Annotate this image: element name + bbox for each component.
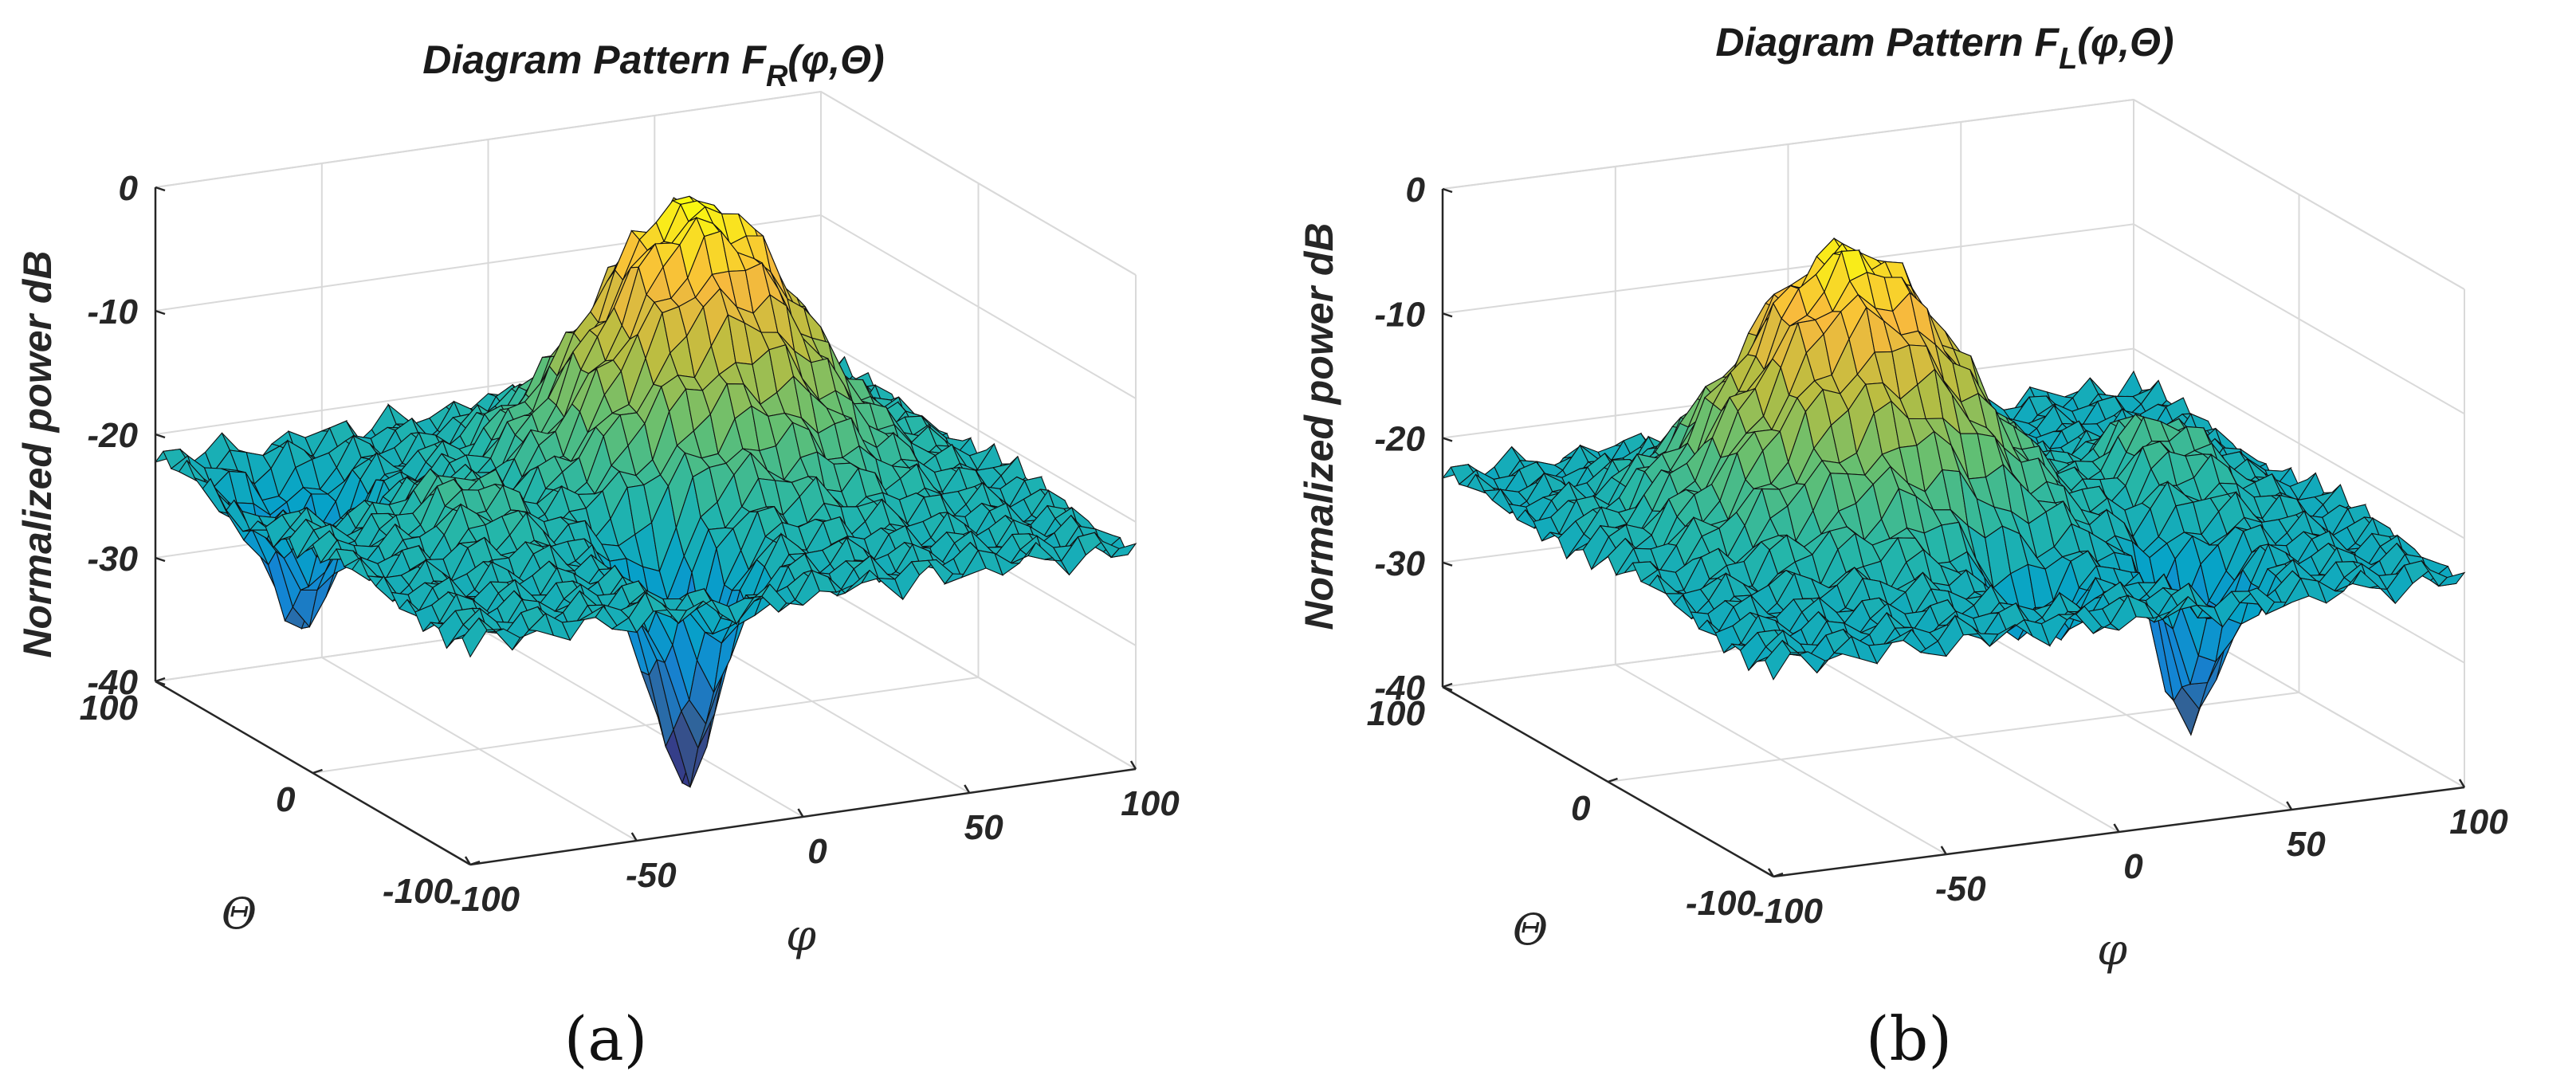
x-tick-mark [1767,868,1775,877]
z-tick-label: -40 [1374,669,1425,708]
z-axis-label: Normalized power dB [1297,222,1341,630]
x-tick-label: 50 [2287,825,2326,864]
x-axis-label: φ [2097,924,2127,975]
x-tick-label: -50 [1935,869,1986,908]
z-axis-label: Normalized power dB [15,250,60,657]
y-tick-mark [312,768,323,775]
z-tick-label: -40 [87,663,138,702]
x-tick-mark [464,856,472,865]
z-tick-label: -30 [87,540,138,579]
panel-label: (b) [1866,1003,1952,1074]
z-tick-label: -20 [1374,420,1425,459]
surface-plot [154,195,1137,788]
x-tick-label: 0 [2123,847,2143,886]
z-tick-mark [155,186,166,192]
x-tick-label: -50 [626,856,677,895]
x-tick-label: -100 [450,880,520,919]
x-tick-mark [2113,823,2120,833]
x-tick-label: 100 [1121,784,1180,823]
x-tick-label: 0 [807,832,827,871]
grid-line [1442,223,2465,415]
box-edge [155,90,1137,276]
z-tick-label: -10 [1374,295,1425,334]
panel-label: (a) [564,1003,648,1074]
surface-cell [2437,571,2466,587]
z-tick-label: -30 [1374,544,1425,583]
z-tick-label: -10 [87,292,138,332]
chart-panel-a: Diagram Pattern FR(φ,Θ) -100-50050100-10… [15,37,1180,1074]
tick-labels: -100 -50 0 50 100 -100 0 100 0 -10 -20 -30 -40 [80,169,1180,919]
x-tick-mark [1129,760,1137,770]
y-tick-mark [1442,682,1453,689]
y-axis-label: Θ [1513,904,1548,955]
chart-panel-b: Diagram Pattern FL(φ,Θ) -100-50050100-10… [1297,20,2508,1074]
z-tick-label: 0 [119,169,139,208]
z-tick-mark [155,680,166,686]
x-tick-mark [1940,846,1947,855]
z-tick-mark [1442,437,1453,442]
y-tick-mark [155,677,166,683]
z-tick-mark [1442,187,1453,194]
x-tick-mark [2286,801,2293,810]
y-tick-mark [1608,777,1618,783]
x-tick-label: 50 [964,808,1003,847]
x-tick-mark [630,832,638,842]
tick-labels: -100 -50 0 50 100 -100 0 100 0 -10 -20 -30 -40 [1367,171,2509,931]
y-tick-label: -100 [1686,884,1757,923]
y-tick-label: 0 [1571,789,1591,828]
y-tick-label: 0 [276,780,296,819]
x-tick-label: 100 [2449,802,2508,842]
x-tick-label: -100 [1753,892,1824,931]
surface-cell [1109,543,1137,559]
z-tick-mark [155,309,166,316]
y-tick-mark [469,860,481,866]
x-tick-mark [964,784,971,794]
z-tick-mark [1442,685,1453,692]
axes [154,186,1137,866]
z-tick-mark [155,556,166,563]
axes [1441,187,2466,878]
y-axis-label: Θ [222,889,257,939]
x-tick-mark [797,808,804,818]
z-tick-mark [155,433,166,439]
y-tick-label: 100 [1367,694,1426,733]
chart-title: Diagram Pattern FR(φ,Θ) [422,37,884,93]
z-tick-mark [1442,561,1453,567]
grid-line [1442,347,2465,540]
box-edge [1442,98,2465,290]
x-axis-label: φ [786,910,816,960]
z-tick-mark [1442,312,1453,318]
y-tick-label: 100 [80,689,139,728]
z-tick-label: 0 [1406,171,1426,210]
chart-title: Diagram Pattern FL(φ,Θ) [1715,20,2174,76]
x-tick-mark [2458,779,2466,788]
surface-plot [1441,237,2466,736]
z-tick-label: -20 [87,416,138,455]
y-tick-mark [1773,872,1784,878]
grid-line [155,214,1137,399]
grid-line [1442,98,2465,290]
y-tick-label: -100 [383,872,454,911]
